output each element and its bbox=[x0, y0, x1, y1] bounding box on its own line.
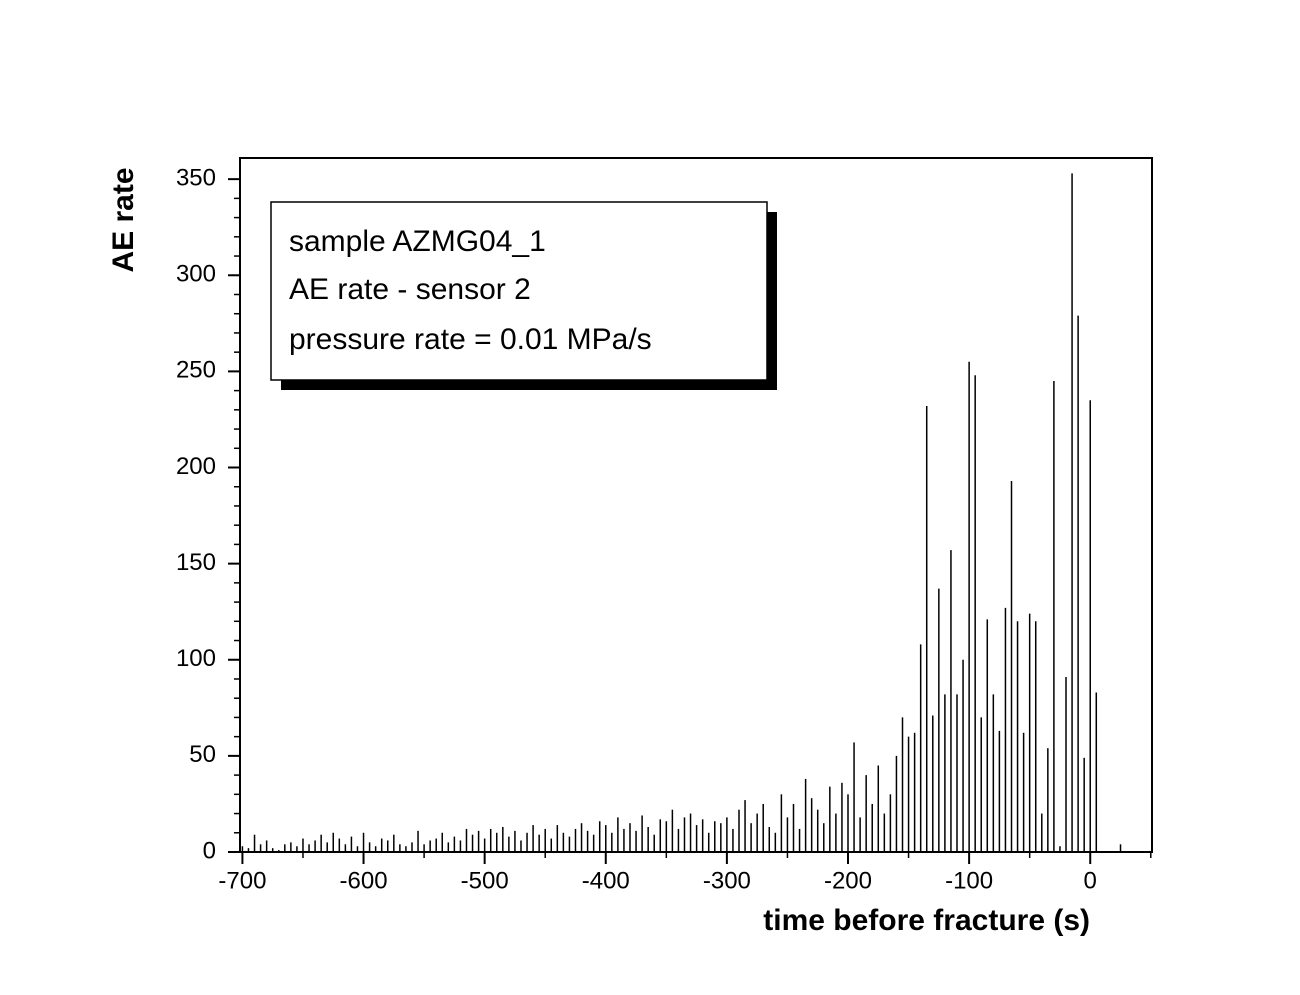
x-tick-label: -400 bbox=[582, 867, 630, 894]
x-tick-label: -600 bbox=[340, 867, 388, 894]
y-tick-label: 350 bbox=[176, 164, 216, 191]
x-axis-label: time before fracture (s) bbox=[763, 904, 1090, 937]
x-tick-label: -200 bbox=[824, 867, 872, 894]
y-tick-label: 100 bbox=[176, 645, 216, 672]
y-tick-label: 150 bbox=[176, 549, 216, 576]
y-axis-label: AE rate bbox=[107, 167, 140, 272]
y-tick-label: 250 bbox=[176, 357, 216, 384]
y-tick-label: 300 bbox=[176, 261, 216, 288]
annotation: pressure rate = 0.01 MPa/s bbox=[289, 323, 652, 356]
x-tick-label: -300 bbox=[703, 867, 751, 894]
legend-box bbox=[270, 201, 768, 381]
y-tick-label: 0 bbox=[203, 837, 216, 864]
annotation: AE rate - sensor 2 bbox=[289, 273, 531, 306]
x-tick-label: -100 bbox=[945, 867, 993, 894]
y-tick-label: 50 bbox=[189, 741, 216, 768]
annotation: sample AZMG04_1 bbox=[289, 225, 546, 258]
x-tick-label: -700 bbox=[218, 867, 266, 894]
plot-frame bbox=[239, 157, 1153, 853]
x-tick-label: -500 bbox=[461, 867, 509, 894]
y-tick-label: 200 bbox=[176, 453, 216, 480]
x-tick-label: 0 bbox=[1084, 867, 1097, 894]
